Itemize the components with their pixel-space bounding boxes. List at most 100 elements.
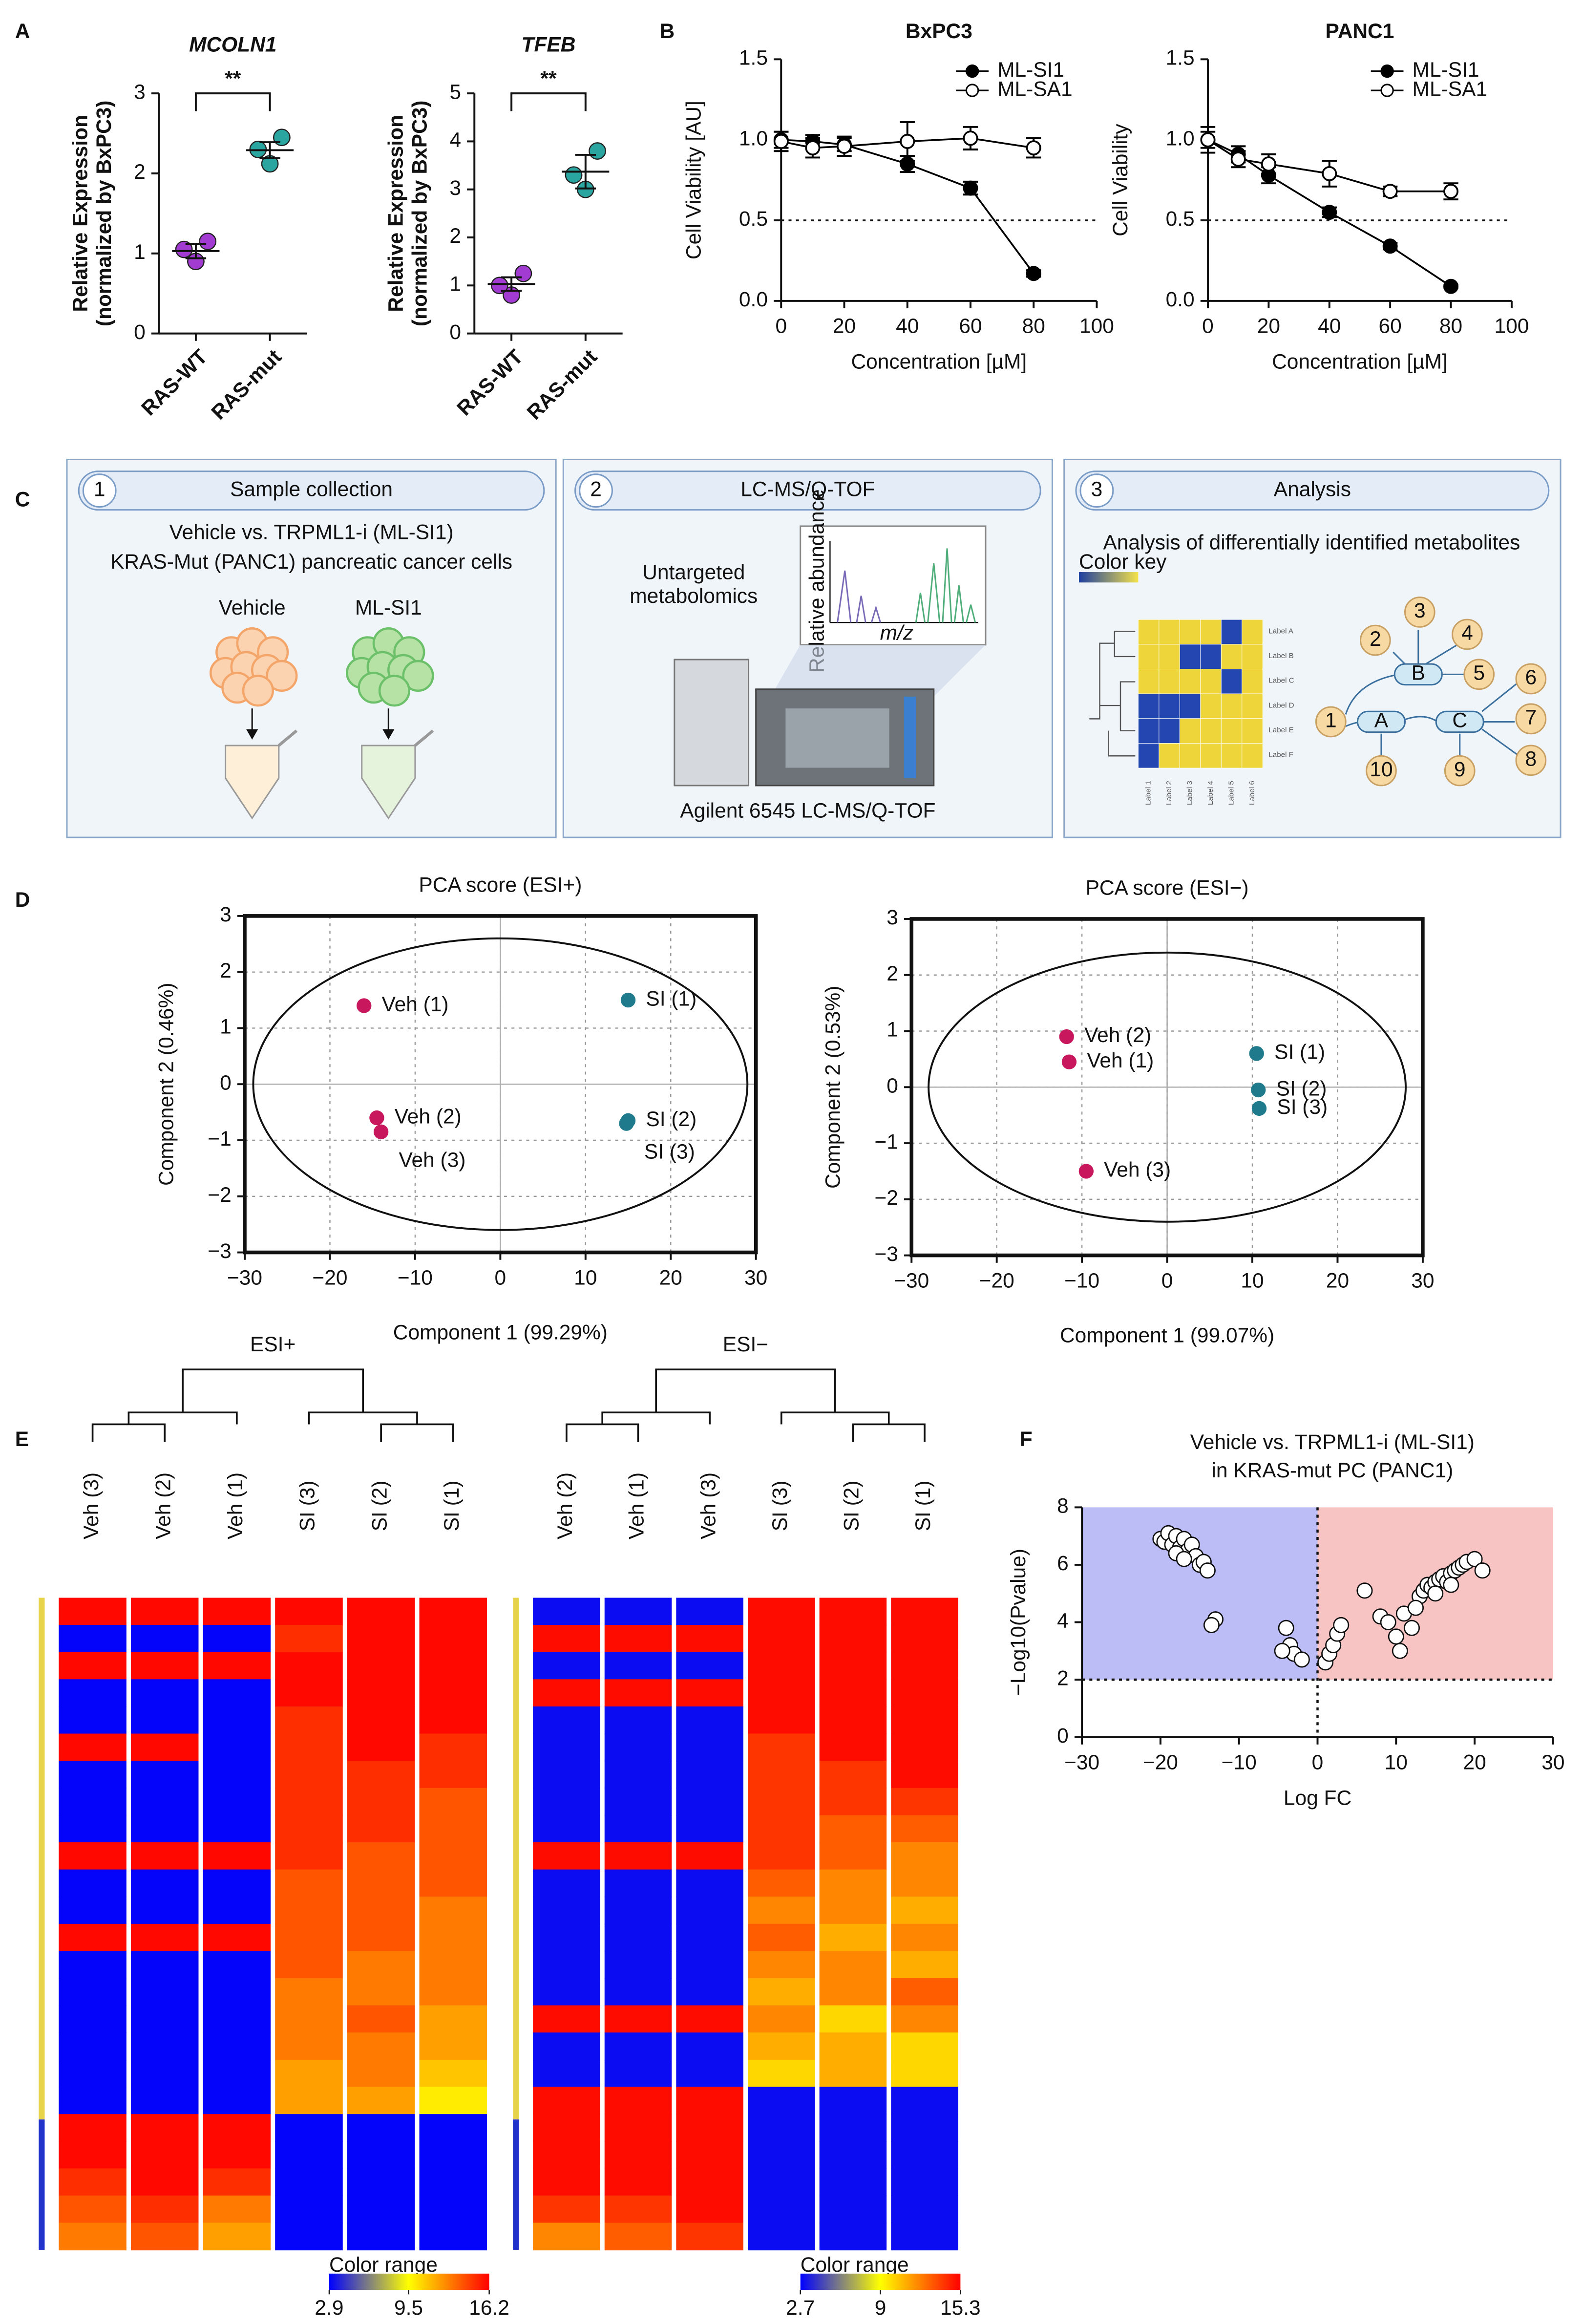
step-header xyxy=(574,470,1041,511)
point-label: Veh (2) xyxy=(1084,1023,1151,1046)
pathway-enzyme xyxy=(1393,663,1443,686)
x-tick-label: 0 xyxy=(495,1266,507,1289)
heatmap-cell xyxy=(891,2196,958,2223)
heatmap-cell xyxy=(275,1788,343,1816)
data-point xyxy=(1474,1562,1491,1579)
step-header xyxy=(1075,470,1550,511)
data-point xyxy=(175,240,193,258)
heatmap-cell xyxy=(419,1897,487,1924)
mini-heatmap-cell xyxy=(1200,669,1222,694)
heatmap-cell xyxy=(130,1815,199,1843)
heatmap-cell xyxy=(748,1842,815,1870)
heatmap-cell xyxy=(347,2196,415,2223)
heatmap-cell xyxy=(59,2168,127,2196)
heatmap-cell xyxy=(604,2222,672,2251)
heatmap-cell xyxy=(819,1815,887,1843)
heatmap-cell xyxy=(819,2222,887,2251)
step-box xyxy=(66,458,557,838)
heatmap-cell xyxy=(275,1761,343,1789)
tube xyxy=(225,745,280,820)
mini-heatmap-cell xyxy=(1200,693,1222,719)
heatmap-cell xyxy=(748,1706,815,1734)
mini-heatmap-cell xyxy=(1242,644,1263,669)
heatmap-cell xyxy=(419,2196,487,2223)
heatmap-cell xyxy=(347,2005,415,2033)
column-label: Veh (1) xyxy=(625,1472,648,1539)
y-tick-label: 2 xyxy=(220,959,232,982)
heatmap-cell xyxy=(275,2032,343,2060)
y-tick-label: 0.5 xyxy=(739,207,768,230)
heatmap-cell xyxy=(533,2005,600,2033)
heatmap-cell xyxy=(748,1869,815,1898)
row-annotation xyxy=(39,2119,45,2250)
x-tick-label: RAS-WT xyxy=(137,345,211,420)
heatmap-cell xyxy=(891,2032,958,2060)
pathway-node xyxy=(1359,624,1391,656)
mini-column-label: Label 3 xyxy=(1186,781,1194,805)
heatmap-cell xyxy=(347,1761,415,1789)
heatmap-cell xyxy=(347,1897,415,1924)
x-tick-label: 30 xyxy=(1411,1269,1434,1292)
heatmap-cell xyxy=(533,1923,600,1952)
y-tick-label: 3 xyxy=(886,906,898,929)
heatmap-cell xyxy=(203,2141,271,2169)
heatmap-cell xyxy=(676,2032,743,2060)
mini-dendrogram xyxy=(1089,631,1136,757)
y-tick-label: 1 xyxy=(449,273,461,296)
x-tick-label: 0 xyxy=(775,315,787,338)
dendrogram xyxy=(852,1423,926,1442)
heatmap-cell xyxy=(533,1733,600,1762)
heatmap-cell xyxy=(748,1625,815,1653)
heatmap-cell xyxy=(275,2196,343,2223)
heatmap-cell xyxy=(748,2032,815,2060)
y-tick-label: 3 xyxy=(220,903,232,926)
data-point xyxy=(963,180,978,196)
heatmap-cell xyxy=(604,2059,672,2088)
step-header xyxy=(78,470,545,511)
chart-title: PCA score (ESI−) xyxy=(1086,876,1249,899)
heatmap-cell xyxy=(130,2141,199,2169)
heatmap-cell xyxy=(533,2032,600,2060)
dendrogram xyxy=(780,1411,890,1425)
mini-heatmap-cell xyxy=(1138,669,1160,694)
data-point xyxy=(514,264,532,282)
heatmap-cell xyxy=(203,2005,271,2033)
heatmap-cell xyxy=(59,1652,127,1680)
heatmap-cell xyxy=(203,1679,271,1707)
heatmap-cell xyxy=(533,2196,600,2223)
panel-label: B xyxy=(659,20,675,43)
instrument xyxy=(674,659,750,787)
heatmap-cell xyxy=(419,1923,487,1952)
heatmap-cell xyxy=(604,2087,672,2115)
heatmap-cell xyxy=(676,1761,743,1789)
heatmap-cell xyxy=(347,2141,415,2169)
heatmap-cell xyxy=(604,1951,672,1979)
heatmap-cell xyxy=(347,1951,415,1979)
data-point xyxy=(1061,1054,1077,1069)
step-number: 3 xyxy=(1091,477,1103,500)
y-tick-label: 3 xyxy=(134,80,146,103)
pathway-node-label: 6 xyxy=(1525,666,1537,689)
heatmap-cell xyxy=(748,2141,815,2169)
x-axis-label: Concentration [µM] xyxy=(1272,350,1448,373)
data-point xyxy=(1293,1651,1310,1668)
y-tick-label: 1.0 xyxy=(1166,127,1195,149)
heatmap-cell xyxy=(130,1679,199,1707)
mini-heatmap-cell xyxy=(1242,619,1263,645)
data-point xyxy=(1274,1642,1290,1659)
heatmap-cell xyxy=(347,1978,415,2006)
heatmap-cell xyxy=(347,1815,415,1843)
x-tick-label: 20 xyxy=(659,1266,682,1289)
heatmap-cell xyxy=(275,1706,343,1734)
heatmap-cell xyxy=(419,2168,487,2196)
mini-heatmap-cell xyxy=(1138,718,1160,744)
heatmap-cell xyxy=(748,1788,815,1816)
heatmap-cell xyxy=(533,1869,600,1898)
heatmap-cell xyxy=(604,1625,672,1653)
heatmap-cell xyxy=(604,1815,672,1843)
heatmap-cell xyxy=(59,1815,127,1843)
heatmap-cell xyxy=(419,1761,487,1789)
heatmap-cell xyxy=(419,2005,487,2033)
pathway-node xyxy=(1315,706,1347,738)
heatmap-cell xyxy=(819,2059,887,2088)
